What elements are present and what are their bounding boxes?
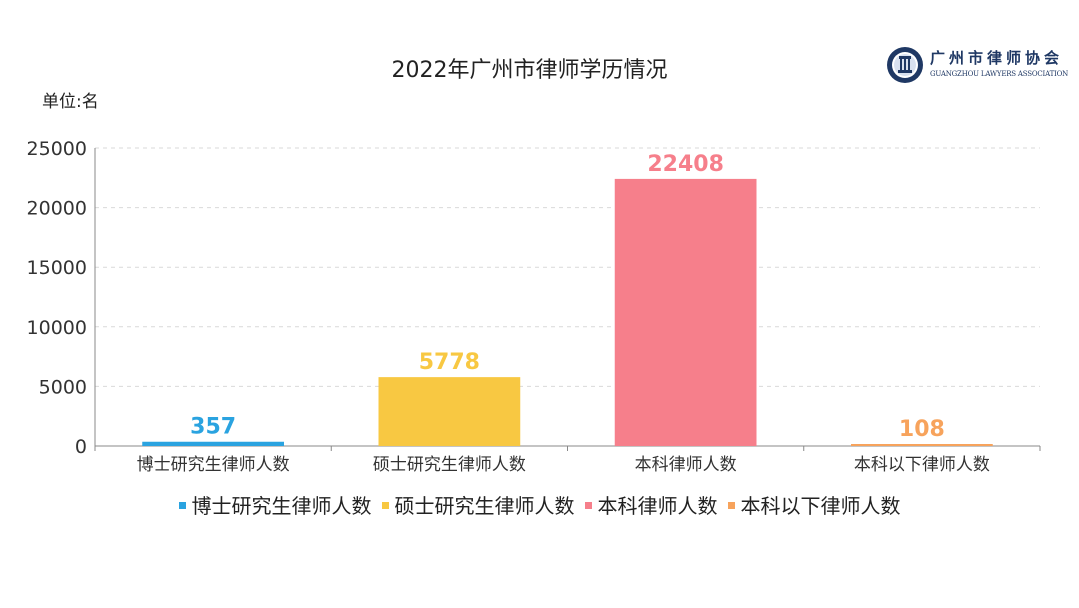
x-tick-label: 本科以下律师人数 bbox=[854, 455, 990, 475]
bar bbox=[851, 444, 993, 446]
legend-item[interactable]: 博士研究生律师人数 bbox=[178, 490, 372, 519]
legend-swatch bbox=[727, 502, 735, 509]
bar bbox=[142, 441, 284, 446]
y-tick-label: 0 bbox=[75, 436, 87, 458]
legend-label: 博士研究生律师人数 bbox=[191, 494, 372, 518]
chart-title: 2022年广州市律师学历情况 bbox=[391, 58, 668, 83]
x-tick-label: 本科律师人数 bbox=[635, 455, 737, 475]
data-label: 5778 bbox=[419, 350, 480, 375]
data-label: 108 bbox=[899, 417, 945, 442]
data-label: 22408 bbox=[647, 152, 724, 177]
association-logo: 广州市律师协会 GUANGZHOU LAWYERS ASSOCIATION bbox=[886, 44, 1069, 86]
association-seal-icon bbox=[887, 47, 923, 83]
legend-swatch bbox=[381, 502, 389, 509]
data-label: 357 bbox=[190, 415, 236, 440]
legend-label: 硕士研究生律师人数 bbox=[394, 494, 575, 518]
legend-item[interactable]: 本科律师人数 bbox=[584, 490, 718, 519]
legend-item[interactable]: 本科以下律师人数 bbox=[727, 490, 901, 519]
y-tick-label: 20000 bbox=[27, 198, 87, 220]
legend-item[interactable]: 硕士研究生律师人数 bbox=[381, 490, 575, 519]
legend-label: 本科以下律师人数 bbox=[740, 494, 901, 518]
x-tick-label: 硕士研究生律师人数 bbox=[373, 455, 526, 475]
bar bbox=[614, 178, 757, 446]
legend-label: 本科律师人数 bbox=[597, 494, 718, 518]
logo-english-name: GUANGZHOU LAWYERS ASSOCIATION bbox=[930, 70, 1069, 78]
y-tick-label: 10000 bbox=[27, 317, 87, 339]
unit-label: 单位:名 bbox=[42, 92, 99, 112]
y-tick-label: 25000 bbox=[27, 138, 87, 160]
x-tick-label: 博士研究生律师人数 bbox=[137, 455, 290, 475]
bar bbox=[378, 377, 521, 446]
y-tick-label: 5000 bbox=[39, 376, 87, 398]
y-tick-label: 15000 bbox=[27, 257, 87, 279]
legend-swatch bbox=[178, 502, 186, 509]
chart-legend: 博士研究生律师人数 硕士研究生律师人数 本科律师人数 本科以下律师人数 bbox=[0, 490, 1079, 519]
legend-swatch bbox=[584, 502, 592, 509]
bar-chart: 0 5000 10000 15000 20000 25000 357 博士研究生律师人数 577… bbox=[27, 138, 1041, 475]
logo-name: 广州市律师协会 bbox=[930, 49, 1064, 67]
